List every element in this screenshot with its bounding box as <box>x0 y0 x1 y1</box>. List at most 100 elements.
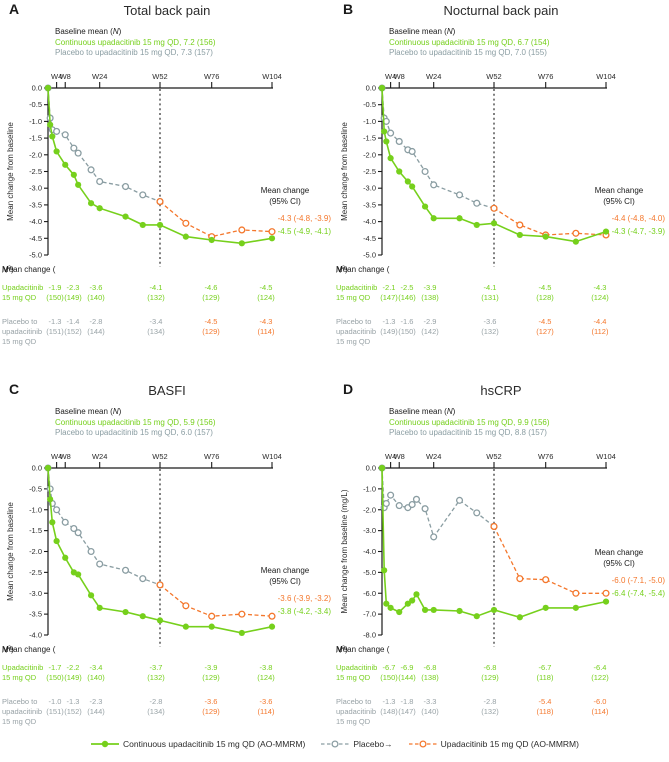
y-tick-label: -4.0 <box>29 217 42 226</box>
table-row-label: Placebo to <box>2 317 38 326</box>
data-point <box>381 567 388 574</box>
table-n: (118) <box>536 673 554 682</box>
table-value: -3.6 <box>259 697 273 706</box>
data-point <box>87 592 95 599</box>
series-placebo-to-upadacitinib <box>490 522 610 597</box>
data-point <box>49 133 56 140</box>
data-point <box>455 496 464 504</box>
data-point <box>268 623 276 630</box>
table-n: (147) <box>398 707 416 716</box>
table-n: (142) <box>421 327 439 336</box>
mean-change-table: Mean change (Na) Upadacitinib 15 mg QD -2.… <box>334 265 668 360</box>
table-value: -3.4 <box>149 317 163 326</box>
table-n: (151) <box>46 707 64 716</box>
panel-letter: B <box>343 1 354 17</box>
annotation-value-switch: -6.0 (-7.1, -5.0) <box>611 576 665 585</box>
data-point <box>74 149 82 157</box>
mean-change-table: Mean change (Na) Upadacitinib 15 mg QD -1.… <box>0 645 334 740</box>
data-point <box>208 623 215 630</box>
table-row-label: Upadacitinib <box>2 283 44 292</box>
x-tick-label: W76 <box>204 452 219 461</box>
table-row-label: 15 mg QD <box>336 293 371 302</box>
data-point <box>139 613 146 620</box>
mean-change-annotation: Mean change (95% CI) -4.4 (-4.8, -4.0) -4… <box>573 186 665 238</box>
data-point <box>430 533 438 541</box>
table-value: -1.4 <box>66 317 80 326</box>
table-n: (150) <box>46 293 64 302</box>
table-n: (132) <box>147 293 165 302</box>
data-point <box>455 191 464 199</box>
table-value: -1.9 <box>48 283 62 292</box>
table-n: (132) <box>481 327 499 336</box>
y-tick-label: -4.0 <box>363 547 376 556</box>
table-n: (114) <box>257 327 275 336</box>
data-point <box>516 231 523 239</box>
series-continuous-upadacitinib <box>378 84 610 245</box>
data-point <box>456 215 463 222</box>
table-n: (147) <box>380 293 398 302</box>
annotation-value-switch: -3.6 (-3.9, -3.2) <box>277 594 331 603</box>
data-point <box>387 491 395 499</box>
data-point <box>268 612 276 620</box>
x-tick-label: W76 <box>538 452 553 461</box>
data-point <box>408 147 416 156</box>
data-point <box>387 604 394 611</box>
table-n: (144) <box>87 327 105 336</box>
data-point <box>381 128 388 135</box>
table-value: -4.5 <box>259 283 273 292</box>
y-tick-label: -1.0 <box>363 117 376 126</box>
data-point <box>395 137 403 145</box>
y-tick-label: -2.5 <box>29 167 42 176</box>
table-value: -1.7 <box>48 663 62 672</box>
table-n: (124) <box>257 293 275 302</box>
panel-letter: D <box>343 381 354 397</box>
data-point <box>238 226 246 234</box>
x-tick-label: W104 <box>262 452 282 461</box>
baseline-continuous: Continuous upadacitinib 15 mg QD, 7.2 (1… <box>55 37 216 47</box>
annotation-value-continuous: -4.3 (-4.7, -3.9) <box>611 227 665 236</box>
data-point <box>602 589 610 597</box>
data-point <box>383 138 390 145</box>
data-point <box>75 571 82 578</box>
table-value: -4.5 <box>538 317 552 326</box>
y-tick-label: 0.0 <box>32 84 42 93</box>
y-tick-label: -0.5 <box>363 100 376 109</box>
x-tick-label: W24 <box>426 452 441 461</box>
table-value: -1.6 <box>400 317 414 326</box>
y-axis-label: Mean change from baseline <box>6 502 15 601</box>
data-point <box>96 177 104 186</box>
data-point <box>87 547 95 556</box>
y-tick-label: -5.0 <box>363 251 376 260</box>
x-tick-label: W104 <box>596 452 616 461</box>
legend-swatch-orange <box>408 740 437 748</box>
data-point <box>572 238 579 245</box>
y-tick-label: -3.0 <box>363 526 376 535</box>
data-point <box>182 623 189 630</box>
table-n: (150) <box>46 673 64 682</box>
table-n: (128) <box>536 293 554 302</box>
series-placebo-to-upadacitinib <box>156 581 276 620</box>
baseline-legend: Baseline mean (N) Continuous upadacitini… <box>55 407 216 439</box>
baseline-continuous: Continuous upadacitinib 15 mg QD, 5.9 (1… <box>55 417 216 427</box>
data-point <box>421 505 429 513</box>
table-value: -2.5 <box>400 283 414 292</box>
panel-letter: A <box>9 1 20 17</box>
y-tick-label: -0.5 <box>29 100 42 109</box>
data-point <box>139 191 147 199</box>
panel-title: BASFI <box>148 383 186 398</box>
mean-change-annotation: Mean change (95% CI) -6.0 (-7.1, -5.0) -6… <box>573 548 665 600</box>
x-tick-label: W24 <box>92 452 107 461</box>
table-n: (129) <box>202 673 220 682</box>
table-n: (131) <box>481 293 499 302</box>
baseline-mean-header: Baseline mean (N) <box>55 27 122 36</box>
data-point <box>421 606 429 614</box>
table-value: -1.3 <box>48 317 62 326</box>
data-point <box>182 602 190 610</box>
table-n: (148) <box>380 707 398 716</box>
data-point <box>430 181 438 189</box>
data-point <box>473 221 480 229</box>
series-placebo <box>378 464 498 541</box>
